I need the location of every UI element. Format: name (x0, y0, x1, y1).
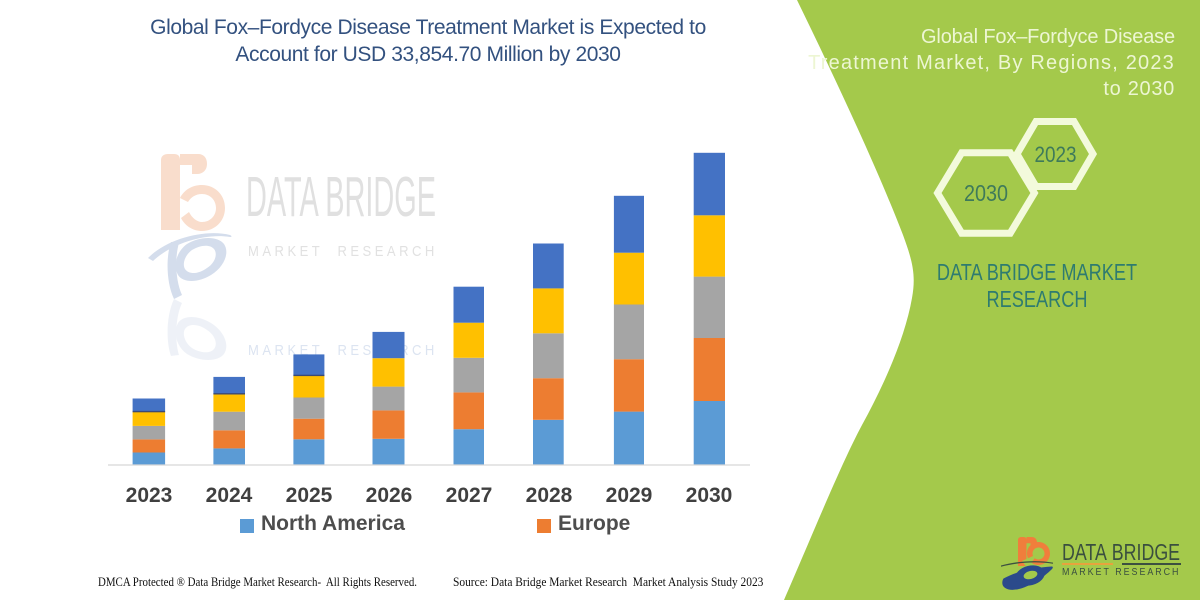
svg-text:2023: 2023 (1035, 142, 1077, 167)
svg-text:2030: 2030 (964, 180, 1008, 206)
